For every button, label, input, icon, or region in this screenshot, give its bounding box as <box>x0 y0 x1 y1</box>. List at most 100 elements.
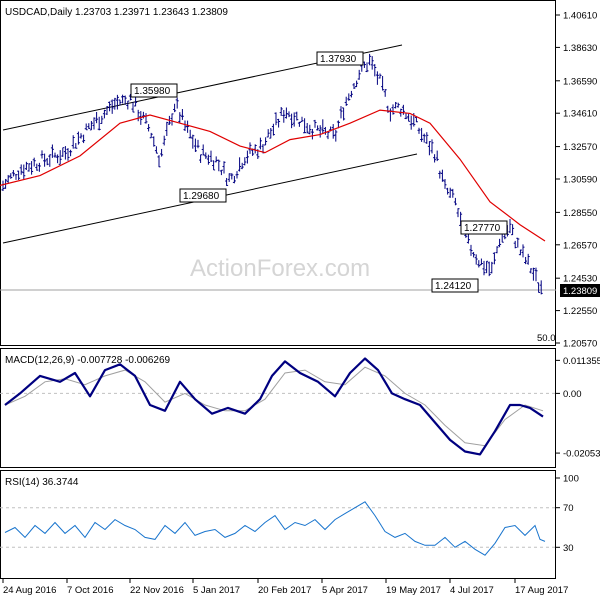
price-tick-label: 1.40610 <box>563 11 597 22</box>
ohlc-bar <box>188 129 192 139</box>
x-tick-label: 5 Jan 2017 <box>193 585 240 596</box>
ohlc-bar <box>274 112 278 126</box>
ohlc-bar <box>290 113 294 129</box>
ma50-line <box>0 109 546 242</box>
ohlc-bar <box>105 105 109 116</box>
ohlc-bar <box>87 123 91 129</box>
ohlc-bar <box>269 128 273 139</box>
ohlc-bar <box>529 268 533 274</box>
ohlc-bar <box>433 154 437 163</box>
ohlc-bar <box>40 150 44 159</box>
ohlc-bar <box>56 154 60 164</box>
price-tick-label: 1.28550 <box>563 208 597 219</box>
price-annotation: 1.27770 <box>460 220 508 235</box>
rsi-axis: 100 70 30 <box>0 474 579 554</box>
watermark: ActionForex.com <box>190 255 370 282</box>
ohlc-bar <box>305 122 309 134</box>
ohlc-bar <box>526 253 530 265</box>
ohlc-bar <box>386 105 390 113</box>
ohlc-bar <box>92 117 96 130</box>
ohlc-bar <box>521 244 525 258</box>
ohlc-bar <box>472 252 476 258</box>
ohlc-bar <box>160 148 164 157</box>
ohlc-bar <box>232 175 236 184</box>
ohlc-bar <box>482 260 486 276</box>
ohlc-bar <box>53 152 57 158</box>
ohlc-bar <box>74 143 78 149</box>
pane-frames <box>0 0 556 579</box>
ohlc-bar <box>204 152 208 159</box>
ohlc-bar <box>43 153 47 167</box>
ohlc-bar <box>243 157 247 166</box>
ohlc-bar <box>490 261 494 274</box>
price-tick-label: 1.22550 <box>563 306 597 317</box>
ohlc-bar <box>61 147 65 157</box>
ohlc-bar <box>508 218 512 234</box>
macd-header: MACD(12,26,9) -0.007728 -0.006269 <box>5 355 171 366</box>
ohlc-bar <box>524 256 528 265</box>
ohlc-bar <box>487 261 491 277</box>
price-header: USDCAD,Daily 1.23703 1.23971 1.23643 1.2… <box>5 7 228 18</box>
ohlc-bar <box>147 124 151 132</box>
x-tick-label: 4 Jul 2017 <box>450 585 494 596</box>
ohlc-bar <box>381 75 385 91</box>
ohlc-bar <box>217 159 221 172</box>
price-tick-label: 1.26570 <box>563 240 597 251</box>
ohlc-bar <box>425 132 429 144</box>
x-tick-label: 7 Oct 2016 <box>67 585 113 596</box>
x-tick-label: 20 Feb 2017 <box>258 585 311 596</box>
ohlc-bar <box>14 174 18 180</box>
ohlc-bar <box>196 139 200 149</box>
price-tick-label: 1.20570 <box>563 339 597 350</box>
ohlc-bar <box>170 113 174 126</box>
ohlc-bar <box>157 155 161 168</box>
svg-text:1.27770: 1.27770 <box>464 223 501 234</box>
ohlc-bar <box>331 124 335 139</box>
ohlc-bar <box>357 69 361 80</box>
ohlc-bar <box>443 179 447 189</box>
ohlc-bar <box>321 119 325 134</box>
ohlc-bar <box>19 164 23 175</box>
x-tick-label: 5 Apr 2017 <box>322 585 368 596</box>
x-tick-label: 22 Nov 2016 <box>130 585 184 596</box>
ohlc-bar <box>128 93 132 101</box>
ohlc-bar <box>492 252 496 265</box>
ohlc-bar <box>48 154 52 167</box>
ohlc-bar <box>126 100 130 110</box>
price-tick-label: 1.34610 <box>563 109 597 120</box>
ohlc-bar <box>37 162 41 172</box>
price-tick-label: 1.38630 <box>563 43 597 54</box>
rsi-line <box>4 501 546 556</box>
ohlc-bar <box>420 127 424 142</box>
ohlc-bar <box>310 128 314 140</box>
ohlc-bar <box>295 111 299 121</box>
ohlc-bar <box>417 127 421 134</box>
ohlc-bar <box>175 97 179 109</box>
ohlc-bar <box>308 124 312 135</box>
ohlc-bar <box>89 120 93 131</box>
ohlc-bar <box>446 187 450 195</box>
ohlc-bar <box>370 56 374 70</box>
ohlc-bar <box>9 173 13 179</box>
ohlc-bar <box>76 131 80 145</box>
ohlc-bar <box>474 254 478 265</box>
ohlc-bar <box>50 144 54 158</box>
ohlc-bar <box>134 96 138 107</box>
ohlc-bar <box>102 109 106 119</box>
ohlc-bar <box>339 106 343 119</box>
ohlc-bar <box>79 133 83 139</box>
ohlc-bar <box>212 160 216 171</box>
ohlc-bar <box>440 169 444 182</box>
ohlc-bar <box>108 101 112 112</box>
ohlc-bar <box>149 132 153 139</box>
ohlc-bar <box>186 120 190 133</box>
ohlc-bar <box>404 113 408 120</box>
ohlc-bar <box>84 123 88 131</box>
ohlc-bar <box>334 129 338 142</box>
ohlc-bar <box>248 142 252 154</box>
ohlc-bar <box>45 157 49 166</box>
ohlc-bar <box>534 267 538 282</box>
ohlc-bar <box>154 146 158 154</box>
ohlc-bar <box>58 150 62 165</box>
